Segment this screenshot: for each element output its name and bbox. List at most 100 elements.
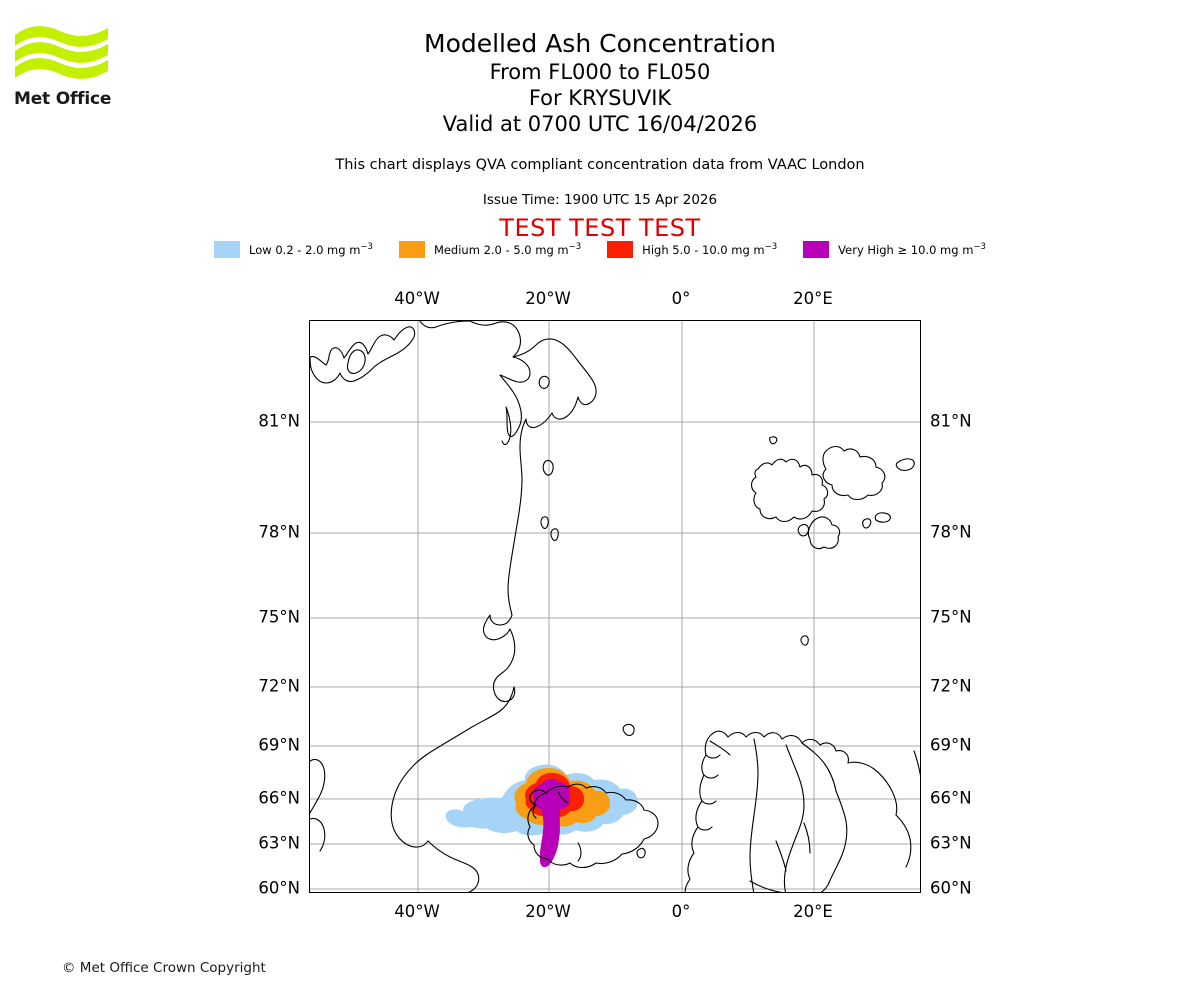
met-office-logo-text: Met Office bbox=[14, 89, 112, 109]
coast-norway-west bbox=[684, 733, 713, 892]
lat-label-right-78n: 78°N bbox=[930, 522, 972, 542]
coast-greenland-east-lower bbox=[482, 614, 516, 703]
lat-label-left-69n: 69°N bbox=[258, 735, 300, 755]
lon-label-bottom-0: 0° bbox=[671, 902, 691, 921]
coast-greenland-southeast bbox=[390, 686, 515, 848]
volcano-line: For KRYSUVIK bbox=[528, 86, 672, 110]
legend-label-medium: Medium 2.0 - 5.0 mg m−3 bbox=[433, 242, 582, 257]
graticule bbox=[310, 321, 920, 892]
coast-finland-east bbox=[820, 790, 848, 892]
coast-gulf-of-bothnia-east bbox=[803, 822, 811, 854]
lon-label-top-0: 0° bbox=[671, 289, 691, 308]
lon-label-bottom-20w: 20°W bbox=[525, 902, 571, 921]
coast-iceland-detail-2 bbox=[577, 842, 582, 862]
legend-item-high: High 5.0 - 10.0 mg m−3 bbox=[607, 241, 777, 258]
border-sweden-finland bbox=[783, 744, 805, 892]
legend-label-low: Low 0.2 - 2.0 mg m−3 bbox=[249, 242, 373, 257]
concentration-legend: Low 0.2 - 2.0 mg m−3 Medium 2.0 - 5.0 mg… bbox=[0, 241, 1200, 258]
coast-norway-coast-detail2 bbox=[703, 774, 719, 779]
header-titles: Modelled Ash Concentration From FL000 to… bbox=[0, 28, 1200, 137]
coast-greenland-ne-top bbox=[469, 321, 531, 446]
coast-greenland-island-4 bbox=[550, 528, 559, 541]
valid-time-line: Valid at 0700 UTC 16/04/2026 bbox=[442, 112, 758, 136]
border-norway-sweden bbox=[749, 738, 759, 892]
page-title: Modelled Ash Concentration bbox=[424, 29, 776, 58]
legend-swatch-medium bbox=[398, 241, 425, 258]
coast-svalbard-edgeoya bbox=[807, 516, 841, 550]
legend-item-low: Low 0.2 - 2.0 mg m−3 bbox=[214, 241, 373, 258]
coast-greenland-sw bbox=[310, 758, 326, 814]
qva-note: This chart displays QVA compliant concen… bbox=[335, 157, 865, 173]
lat-label-left-66n: 66°N bbox=[258, 788, 300, 808]
coast-greenland-sw2 bbox=[310, 817, 326, 852]
legend-label-very-high: Very High ≥ 10.0 mg m−3 bbox=[838, 242, 986, 257]
coast-greenland-island-1 bbox=[538, 375, 550, 389]
coast-greenland-island-3 bbox=[540, 516, 549, 529]
test-banner: TEST TEST TEST bbox=[499, 214, 701, 242]
coast-bear-island bbox=[769, 436, 778, 445]
coastlines bbox=[310, 321, 920, 892]
legend-swatch-high bbox=[607, 241, 634, 258]
lat-label-right-69n: 69°N bbox=[930, 735, 972, 755]
lon-label-bottom-40w: 40°W bbox=[394, 902, 440, 921]
coast-svalbard-kvitoya bbox=[895, 458, 915, 471]
coast-iceland-detail-1 bbox=[557, 790, 569, 804]
lon-label-bottom-20e: 20°E bbox=[793, 902, 833, 921]
coast-iceland-nw-fjords bbox=[529, 789, 547, 819]
coast-white-sea bbox=[895, 814, 912, 868]
legend-label-high: High 5.0 - 10.0 mg m−3 bbox=[642, 242, 778, 257]
coast-iceland bbox=[527, 783, 659, 869]
coast-gulf-of-bothnia-west bbox=[775, 840, 787, 872]
coast-svalbard-nordaustlandet bbox=[822, 445, 886, 501]
lon-label-top-40w: 40°W bbox=[394, 289, 440, 308]
lat-label-right-75n: 75°N bbox=[930, 607, 972, 627]
lat-label-left-78n: 78°N bbox=[258, 522, 300, 542]
coast-svalbard-small-2 bbox=[874, 512, 891, 523]
lat-label-left-81n: 81°N bbox=[258, 411, 300, 431]
coast-greenland-south-tip bbox=[427, 840, 480, 892]
lat-label-right-63n: 63°N bbox=[930, 833, 972, 853]
map-canvas bbox=[310, 321, 920, 892]
legend-item-very-high: Very High ≥ 10.0 mg m−3 bbox=[803, 241, 986, 258]
coast-jan-mayen bbox=[622, 723, 635, 736]
flight-level-line: From FL000 to FL050 bbox=[489, 60, 711, 84]
legend-item-medium: Medium 2.0 - 5.0 mg m−3 bbox=[398, 241, 582, 258]
met-office-logo: Met Office bbox=[14, 22, 134, 117]
lon-label-top-20w: 20°W bbox=[525, 289, 571, 308]
lat-label-right-81n: 81°N bbox=[930, 411, 972, 431]
coast-finland-north bbox=[801, 742, 837, 792]
coast-norway-coast-detail bbox=[705, 754, 721, 759]
lat-label-right-66n: 66°N bbox=[930, 788, 972, 808]
lat-label-left-63n: 63°N bbox=[258, 833, 300, 853]
plume-contour-very-high bbox=[532, 778, 570, 868]
lat-label-right-72n: 72°N bbox=[930, 676, 972, 696]
ash-plume bbox=[445, 764, 638, 868]
coast-svalbard-small-1 bbox=[862, 518, 872, 529]
met-office-wave-icon bbox=[15, 26, 108, 79]
legend-swatch-very-high bbox=[803, 241, 830, 258]
ash-concentration-map: 40°W 20°W 0° 20°E 40°W 20°W 0° 20°E 81°N… bbox=[258, 289, 971, 921]
coast-svalbard-spitsbergen bbox=[750, 458, 829, 523]
map-frame bbox=[309, 320, 921, 893]
lat-label-right-60n: 60°N bbox=[930, 878, 972, 898]
coast-greenland-inner-fjord bbox=[346, 349, 366, 374]
coast-greenland-east bbox=[507, 338, 597, 616]
coast-russia-east-edge bbox=[913, 750, 920, 776]
copyright-notice: © Met Office Crown Copyright bbox=[62, 960, 266, 976]
plume-contour-very-high-spur bbox=[542, 839, 555, 861]
lat-label-left-75n: 75°N bbox=[258, 607, 300, 627]
coast-svalbard-hopen bbox=[800, 635, 809, 646]
coast-norway-coast-detail3 bbox=[701, 800, 717, 805]
coast-greenland-north bbox=[310, 326, 416, 384]
lat-label-left-60n: 60°N bbox=[258, 878, 300, 898]
lon-label-top-20e: 20°E bbox=[793, 289, 833, 308]
coast-norway-north bbox=[711, 730, 849, 764]
coast-greenland-island-2 bbox=[542, 459, 554, 476]
coast-greenland-upper-right bbox=[419, 321, 471, 329]
lat-label-left-72n: 72°N bbox=[258, 676, 300, 696]
coast-kola-peninsula bbox=[847, 761, 898, 816]
legend-swatch-low bbox=[214, 241, 241, 258]
coast-svalbard-barentsoya bbox=[797, 523, 810, 537]
issue-time: Issue Time: 1900 UTC 15 Apr 2026 bbox=[482, 192, 718, 208]
plume-contour-low-tail bbox=[445, 809, 502, 829]
